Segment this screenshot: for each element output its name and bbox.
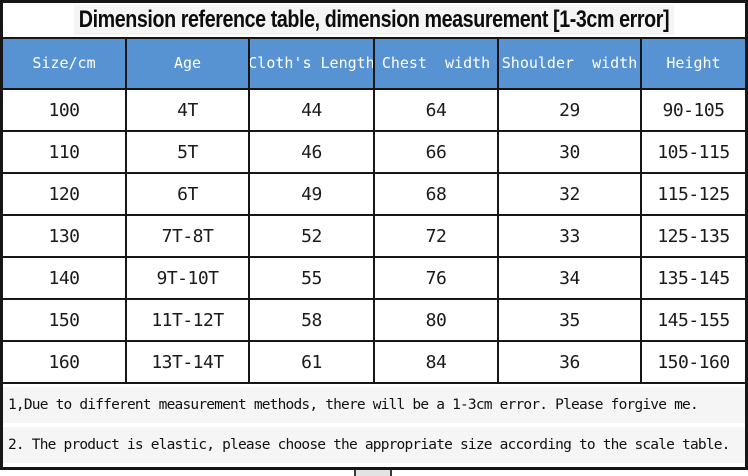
table-cell: 125-135 (640, 216, 745, 256)
column-header-6: Height (640, 38, 745, 88)
table-cell: 84 (373, 342, 497, 382)
table-cell: 160 (48, 351, 80, 373)
table-cell: 140 (48, 267, 80, 289)
cropped-row-fragment (354, 470, 392, 476)
table-cell: 9T-10T (125, 258, 248, 298)
table-row: 160 13T-14T 61 84 36 150-160 (3, 342, 745, 384)
table-cell: 61 (248, 342, 373, 382)
table-cell: 46 (248, 132, 373, 172)
column-header-4: Chest width (373, 38, 497, 88)
note-measurement-error: 1,Due to different measurement methods, … (3, 387, 745, 423)
footer-notes: 1,Due to different measurement methods, … (3, 384, 745, 467)
table-cell: 76 (373, 258, 497, 298)
table-cell: 68 (373, 174, 497, 214)
table-row: 120 6T 49 68 32 115-125 (3, 174, 745, 216)
page-title: Dimension reference table, dimension mea… (73, 4, 675, 35)
note-elastic-sizing: 2. The product is elastic, please choose… (3, 427, 745, 463)
table-cell: 90-105 (640, 90, 745, 130)
table-cell: 58 (248, 300, 373, 340)
table-cell: 34 (497, 258, 640, 298)
table-cell: 44 (248, 90, 373, 130)
table-cell: 33 (497, 216, 640, 256)
table-cell: 13T-14T (125, 342, 248, 382)
table-cell: 100 (48, 99, 80, 121)
table-cell: 120 (48, 183, 80, 205)
table-cell: 72 (373, 216, 497, 256)
table-cell: 105-115 (640, 132, 745, 172)
table-cell: 55 (248, 258, 373, 298)
table-cell: 32 (497, 174, 640, 214)
table-cell: 11T-12T (125, 300, 248, 340)
table-body: 100 4T 44 64 29 90-105 110 5T 46 66 30 105-115 120 6T… (3, 90, 745, 384)
table-cell: 64 (373, 90, 497, 130)
table-cell: 30 (497, 132, 640, 172)
table-row: 100 4T 44 64 29 90-105 (3, 90, 745, 132)
table-cell: 7T-8T (125, 216, 248, 256)
table-cell: 130 (48, 225, 80, 247)
table-cell: 49 (248, 174, 373, 214)
table-cell: 145-155 (640, 300, 745, 340)
table-row: 110 5T 46 66 30 105-115 (3, 132, 745, 174)
table-cell: 4T (125, 90, 248, 130)
table-cell: 80 (373, 300, 497, 340)
table-cell: 29 (497, 90, 640, 130)
column-header-3: Cloth's Length (248, 38, 373, 88)
table-cell: 110 (48, 141, 80, 163)
table-cell: 150-160 (640, 342, 745, 382)
table-cell: 135-145 (640, 258, 745, 298)
table-cell: 52 (248, 216, 373, 256)
table-row: 150 11T-12T 58 80 35 145-155 (3, 300, 745, 342)
column-header-2: Age (125, 38, 248, 88)
title-bar: Dimension reference table, dimension mea… (3, 3, 745, 39)
table-row: 130 7T-8T 52 72 33 125-135 (3, 216, 745, 258)
column-header-5: Shoulder width (497, 38, 640, 88)
table-cell: 36 (497, 342, 640, 382)
table-cell: 6T (125, 174, 248, 214)
table-row: 140 9T-10T 55 76 34 135-145 (3, 258, 745, 300)
table-cell: 66 (373, 132, 497, 172)
table-cell: 5T (125, 132, 248, 172)
table-cell: 150 (48, 309, 80, 331)
column-header-1: Size/cm (32, 54, 96, 73)
table-cell: 35 (497, 300, 640, 340)
table-header-row: Size/cm Age Cloth's Length Chest width Shoul… (3, 38, 745, 90)
table-cell: 115-125 (640, 174, 745, 214)
